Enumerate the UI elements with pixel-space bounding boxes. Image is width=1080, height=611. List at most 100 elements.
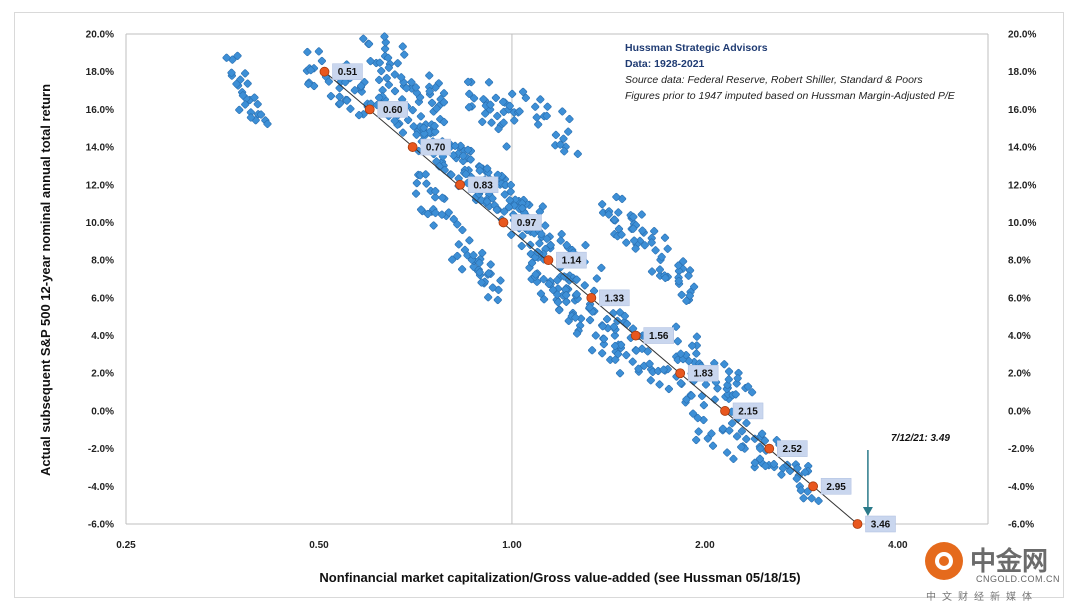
scatter-point [701,380,710,389]
scatter-point [699,401,708,410]
y-axis-right: -6.0% -4.0% -2.0% 0.0% 2.0% 4.0% 6.0% 8.0% 10.0%… [1008,30,1036,531]
y-tick-label-right: 14.0% [1008,143,1036,154]
scatter-point [384,53,393,62]
scatter-point [561,285,570,294]
scatter-point [359,34,368,43]
fit-label-box [687,364,719,382]
scatter-point [484,293,493,302]
fit-point [764,443,775,454]
scatter-point [647,238,656,247]
scatter-point [546,241,555,250]
fit-label-box [556,251,587,269]
scatter-point [814,496,823,505]
scatter-point [393,59,402,68]
fit-point-label: 2.95 [826,482,846,493]
scatter-point [718,424,727,433]
scatter-point [603,315,612,324]
fit-point [630,330,641,341]
x-tick-label: 0.25 [116,540,136,551]
scatter-point [804,462,813,471]
watermark-logo: 中金网 CNGOLD.COM.CN 中文财经新媒体 [925,542,1060,603]
scatter-point [731,390,740,399]
scatter-point [663,244,672,253]
scatter-point [539,275,548,284]
scatter-point [335,92,344,101]
scatter-point [792,474,801,483]
fit-point-label: 0.51 [338,67,358,78]
scatter-point [324,77,333,86]
scatter-point [421,170,430,179]
scatter-point [507,230,516,239]
scatter-point [357,81,366,90]
scatter-point [439,117,449,127]
annotation-box: Hussman Strategic Advisors Data: 1928-20… [625,42,956,102]
scatter-point [478,248,487,258]
scatter-point [475,166,484,175]
scatter-point [427,98,437,107]
scatter-point [698,391,707,400]
y-tick-label-right: 8.0% [1008,256,1031,267]
scatter-point [756,444,765,453]
annotation-line-2: Data: 1928-2021 [625,58,705,70]
y-tick-label-right: -2.0% [1008,444,1034,455]
scatter-point [588,346,597,355]
scatter-point [598,349,607,358]
scatter-point [544,279,553,288]
scatter-point [461,169,470,179]
scatter-point [444,208,453,217]
fit-point [319,66,330,77]
logo-text: 中金网 [970,546,1048,577]
scatter-point [458,225,467,235]
y-tick-label-left: 14.0% [86,143,114,154]
scatter-point [535,239,544,248]
scatter-point [466,155,475,164]
fit-label-box [776,440,808,457]
scatter-point [676,379,685,388]
y-tick-label-left: -2.0% [88,444,114,455]
scatter-point [559,134,568,143]
fit-point [498,217,509,228]
scatter-point [724,375,733,384]
scatter-point [375,75,384,84]
scatter-point [422,179,431,188]
scatter-point [750,458,759,467]
scatter-point [556,140,565,149]
scatter-point [431,193,440,202]
scatter-point [453,251,462,260]
scatter-point [499,118,508,127]
fit-label-box [643,327,674,344]
y-axis-title: Actual subsequent S&P 500 12-year nomina… [38,84,53,476]
scatter-point [657,252,666,261]
scatter-point [419,123,428,132]
scatter-point [637,210,646,219]
scatter-point [707,429,716,438]
fit-point [586,292,597,303]
scatter-point [564,127,573,136]
scatter-point [417,205,426,214]
scatter-point [355,111,364,120]
scatter-point [630,236,639,245]
scatter-point [304,80,313,89]
scatter-point [390,87,400,96]
y-tick-label-right: 12.0% [1008,180,1036,191]
y-tick-label-left: -4.0% [88,482,114,493]
scatter-point [537,230,546,239]
scatter-point [493,112,502,121]
scatter-point [412,179,421,188]
gridlines [125,33,989,525]
fit-label-box [420,138,451,156]
scatter-point [456,141,465,150]
scatter-point [449,151,458,160]
scatter-point [692,435,701,445]
scatter-point [661,273,670,283]
logo-site: CNGOLD.COM.CN [976,574,1060,584]
fit-label-box [820,478,852,495]
scatter-point [562,297,571,306]
y-tick-label-left: 18.0% [86,67,114,78]
scatter-point [377,66,386,76]
scatter-point [742,418,751,428]
scatter-point [755,454,765,463]
scatter-point [494,124,503,134]
scatter-point [750,434,759,443]
scatter-point [459,151,468,160]
